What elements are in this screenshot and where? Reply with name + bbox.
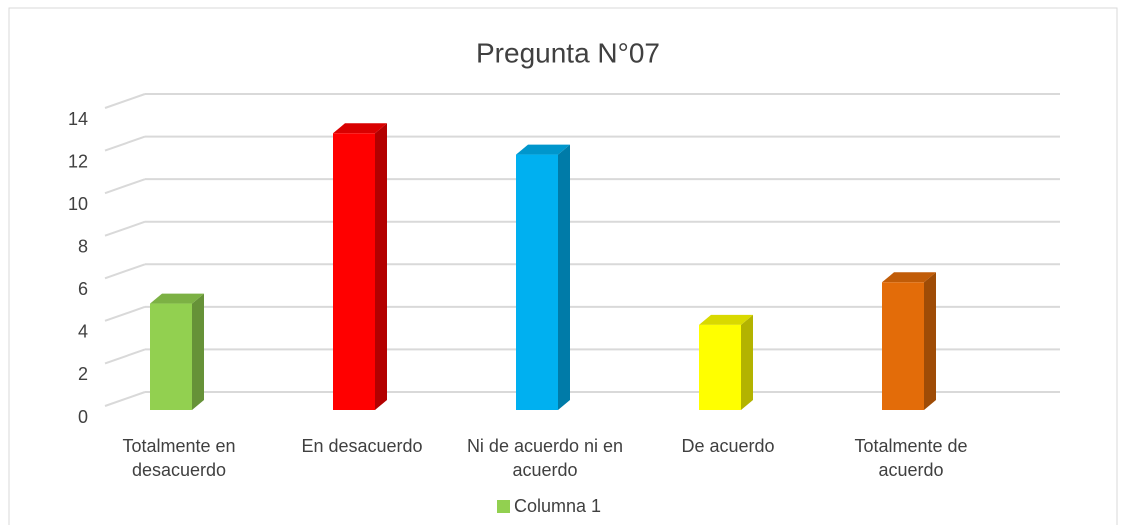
bar-side: [558, 144, 570, 411]
y-tick-label: 12: [68, 151, 88, 171]
bar-side: [375, 123, 387, 411]
bar: [516, 154, 558, 410]
bar-side: [924, 272, 936, 410]
bar-top: [150, 293, 204, 304]
bar-top: [882, 272, 936, 283]
x-tick-label: Totalmente en desacuerdo: [122, 436, 236, 480]
bar: [333, 133, 375, 411]
legend-label: Columna 1: [514, 496, 602, 516]
bar-top: [516, 144, 570, 155]
x-tick-label: Totalmente de acuerdo: [854, 436, 968, 480]
bar: [150, 303, 192, 410]
grid-line-side: [104, 178, 146, 195]
legend-swatch: [497, 500, 510, 513]
grid-line-side: [104, 391, 146, 407]
bar: [882, 282, 924, 410]
bar-top: [333, 123, 387, 134]
grid-line-side: [104, 220, 146, 237]
bar: [699, 324, 741, 410]
grid-line-side: [104, 93, 146, 109]
legend-item: Columna 1: [497, 496, 601, 517]
x-tick-label: En desacuerdo: [301, 436, 423, 456]
x-tick-label: De acuerdo: [681, 436, 775, 456]
y-tick-label: 10: [68, 194, 88, 214]
grid-line-side: [104, 135, 146, 152]
y-tick-label: 4: [78, 322, 88, 342]
y-tick-label: 8: [78, 236, 88, 256]
grid-line-side: [104, 305, 146, 322]
grid-line-side: [104, 348, 146, 365]
chart-title: Pregunta N°07: [476, 37, 660, 68]
y-tick-label: 6: [78, 279, 88, 299]
y-tick-label: 0: [78, 407, 88, 427]
bar-side: [741, 314, 753, 410]
grid-line-side: [104, 263, 146, 280]
y-tick-label: 14: [68, 109, 88, 129]
y-tick-label: 2: [78, 364, 88, 384]
bar-top: [699, 314, 753, 325]
x-tick-label: Ni de acuerdo ni en acuerdo: [466, 436, 624, 480]
bar-side: [192, 293, 204, 410]
